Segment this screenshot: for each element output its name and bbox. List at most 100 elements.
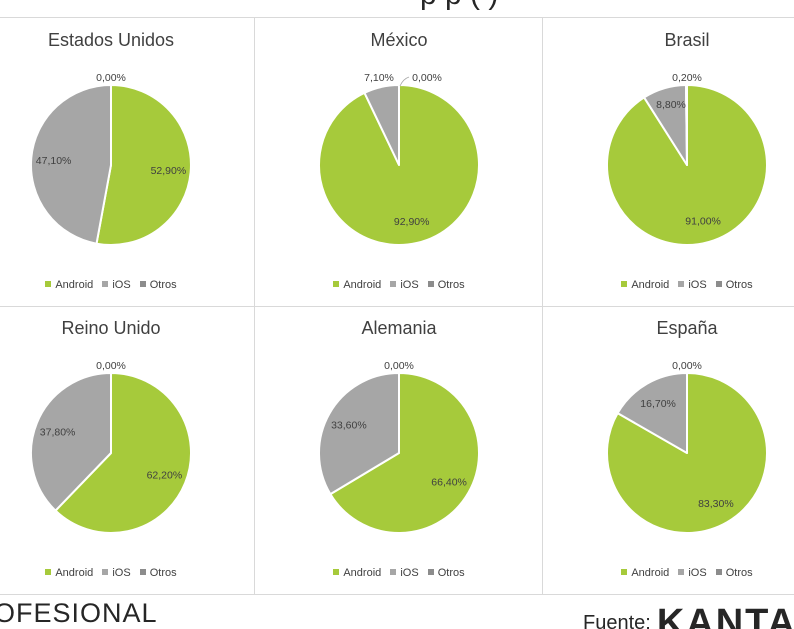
pie-panel-estados-unidos: Estados Unidos 52,90% 47,10% 0,00% Android…: [0, 18, 255, 306]
data-label-ios: 47,10%: [36, 155, 72, 167]
legend-label: Otros: [437, 279, 465, 291]
legend-label: iOS: [688, 279, 707, 291]
data-label-android: 66,40%: [431, 476, 467, 488]
legend-label: Android: [55, 567, 94, 579]
cropped-title: p p ( ): [420, 0, 498, 12]
legend-item-ios: iOS: [678, 279, 707, 291]
legend-item-android: Android: [621, 567, 669, 579]
chart-title: Reino Unido: [61, 318, 161, 338]
pie-panel-reino-unido: Reino Unido 62,20% 37,80% 0,00% Android iO…: [0, 306, 255, 594]
legend-item-android: Android: [45, 567, 93, 579]
legend-item-otros: Otros: [139, 279, 177, 291]
legend-label: Android: [631, 279, 670, 291]
pie-panel-espana: España 83,30% 16,70% 0,00% Android iOS Otr…: [543, 306, 794, 594]
footer-logo-text: OFESIONAL: [0, 598, 158, 628]
pie-chart: 62,20% 37,80% 0,00%: [30, 360, 193, 534]
legend-swatch-android: [621, 281, 628, 287]
data-label-otros: 0,20%: [672, 72, 702, 84]
data-label-android: 83,30%: [698, 498, 734, 510]
pie-chart: 92,90% 7,10% 0,00%: [318, 72, 480, 246]
chart-grid: Estados Unidos 52,90% 47,10% 0,00% Android…: [0, 17, 794, 595]
data-label-android: 92,90%: [394, 216, 430, 228]
data-label-android: 52,90%: [151, 165, 187, 177]
legend-label: Android: [343, 279, 382, 291]
cropped-header: p p ( ): [0, 0, 794, 18]
legend-swatch-otros: [427, 281, 434, 287]
legend-swatch-android: [333, 569, 340, 575]
grid-divider: [0, 306, 794, 307]
legend-item-android: Android: [333, 567, 381, 579]
legend-item-otros: Otros: [427, 567, 465, 579]
pie-slice-android: [329, 372, 480, 534]
legend: Android iOS Otros: [0, 279, 255, 291]
legend-item-otros: Otros: [427, 279, 465, 291]
legend: Android iOS Otros: [255, 567, 543, 579]
pie-slice-ios: [29, 84, 112, 245]
data-label-ios: 7,10%: [364, 72, 394, 84]
data-label-otros: 0,00%: [672, 360, 702, 372]
legend-item-ios: iOS: [102, 279, 131, 291]
legend-item-otros: Otros: [715, 567, 753, 579]
source-label: Fuente:: [583, 612, 651, 629]
legend-swatch-otros: [715, 569, 722, 575]
footer-source: Fuente: KANTA: [583, 600, 794, 629]
data-label-otros: 0,00%: [96, 360, 126, 372]
legend-item-otros: Otros: [139, 567, 177, 579]
legend-swatch-otros: [715, 281, 722, 287]
legend-item-otros: Otros: [715, 279, 753, 291]
data-label-ios: 33,60%: [331, 420, 367, 432]
chart-title: Estados Unidos: [47, 30, 175, 50]
legend: Android iOS Otros: [0, 567, 255, 579]
data-label-android: 62,20%: [147, 470, 183, 482]
pie-slice-android: [95, 84, 192, 246]
leader-line: [399, 76, 410, 87]
legend-label: Otros: [725, 567, 753, 579]
legend-item-ios: iOS: [390, 567, 419, 579]
legend-label: iOS: [112, 279, 131, 291]
legend-item-ios: iOS: [102, 567, 131, 579]
legend-label: iOS: [400, 567, 419, 579]
pie-chart: 91,00% 8,80% 0,20%: [605, 72, 768, 246]
data-label-android: 91,00%: [685, 215, 721, 227]
pie-panel-alemania: Alemania 66,40% 33,60% 0,00% Android iOS O…: [255, 306, 543, 594]
legend-swatch-ios: [102, 569, 109, 575]
legend-label: Otros: [725, 279, 753, 291]
legend-label: Android: [55, 279, 94, 291]
legend-label: iOS: [400, 279, 419, 291]
pie-slice-ios: [30, 372, 112, 512]
pie-slice-ios: [318, 372, 400, 496]
pie-chart: 52,90% 47,10% 0,00%: [29, 72, 192, 246]
chart-title: Alemania: [361, 318, 437, 338]
source-brand: KANTA: [656, 602, 794, 629]
legend-item-ios: iOS: [678, 567, 707, 579]
legend-swatch-ios: [390, 281, 397, 287]
pie-slice-otros: [684, 84, 688, 166]
legend-swatch-android: [621, 569, 628, 575]
legend-swatch-ios: [678, 569, 685, 575]
legend-item-android: Android: [45, 279, 93, 291]
legend-swatch-ios: [390, 569, 397, 575]
pie-slice-ios: [616, 372, 688, 454]
legend-item-android: Android: [333, 279, 381, 291]
data-label-otros: 0,00%: [412, 72, 442, 84]
legend-swatch-otros: [139, 569, 146, 575]
legend-swatch-android: [45, 569, 52, 575]
legend-swatch-otros: [139, 281, 146, 287]
legend-item-android: Android: [621, 279, 669, 291]
legend-label: Android: [343, 567, 382, 579]
legend-swatch-ios: [102, 281, 109, 287]
legend-label: Android: [631, 567, 670, 579]
pie-panel-mexico: México 92,90% 7,10% 0,00% Android iOS Otro…: [255, 18, 543, 306]
data-label-ios: 8,80%: [656, 99, 686, 111]
data-label-otros: 0,00%: [384, 360, 414, 372]
legend: Android iOS Otros: [543, 279, 794, 291]
legend-item-ios: iOS: [390, 279, 419, 291]
legend-label: iOS: [688, 567, 707, 579]
legend: Android iOS Otros: [255, 279, 543, 291]
pie-slice-android: [54, 372, 193, 534]
legend-swatch-otros: [427, 569, 434, 575]
legend: Android iOS Otros: [543, 567, 794, 579]
pie-slice-ios: [363, 84, 400, 166]
pie-panel-brasil: Brasil 91,00% 8,80% 0,20% Android iOS Otro…: [543, 18, 794, 306]
